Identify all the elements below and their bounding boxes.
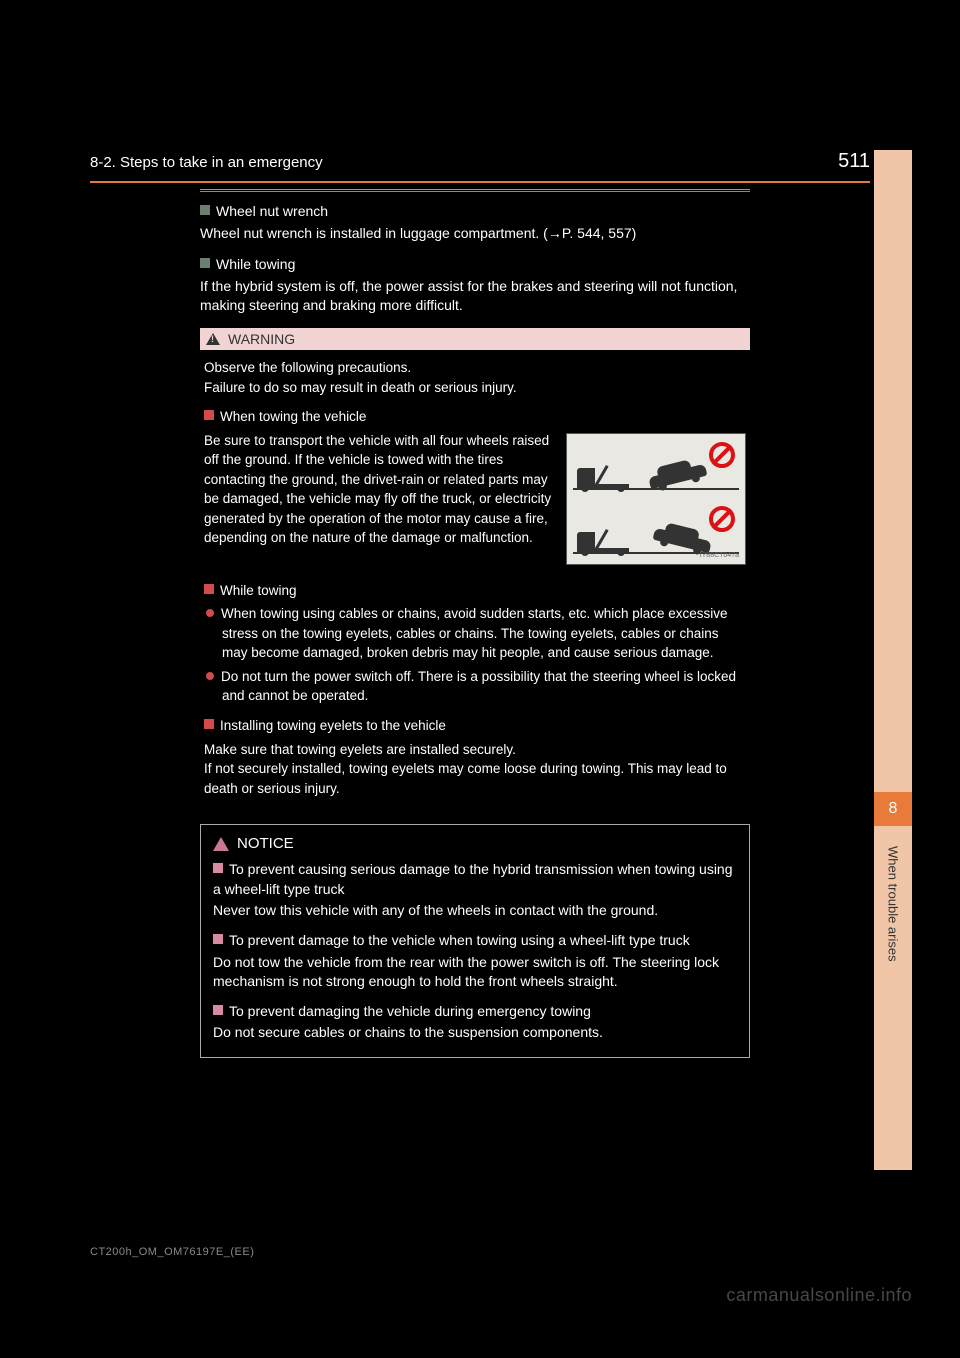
warning-triangle-icon xyxy=(206,333,220,345)
square-bullet-pink-icon xyxy=(213,1005,223,1015)
warning-section: Installing towing eyelets to the vehicle… xyxy=(204,716,746,798)
notice-label: NOTICE xyxy=(237,835,294,852)
info-title: While towing xyxy=(216,256,295,272)
figure-label: IY88CT047a xyxy=(700,551,739,561)
header-rule xyxy=(90,181,870,183)
bullet-text: Do not turn the power switch off. There … xyxy=(221,669,736,704)
side-chapter-number: 8 xyxy=(889,800,898,818)
page-number: 511 xyxy=(838,150,870,173)
section-path: 8-2. Steps to take in an emergency xyxy=(90,154,323,171)
side-chapter-label: When trouble arises xyxy=(886,846,901,962)
main-content: Wheel nut wrench Wheel nut wrench is ins… xyxy=(200,189,750,1058)
notice-item-title: To prevent damaging the vehicle during e… xyxy=(229,1003,591,1019)
notice-item: To prevent damage to the vehicle when to… xyxy=(213,931,737,992)
warning-section-title: When towing the vehicle xyxy=(220,409,366,424)
square-bullet-red-icon xyxy=(204,584,214,594)
notice-header: NOTICE xyxy=(213,835,737,852)
warning-bullet: Do not turn the power switch off. There … xyxy=(222,667,746,706)
warning-intro: Observe the following precautions. Failu… xyxy=(204,358,746,397)
notice-item-body: Never tow this vehicle with any of the w… xyxy=(213,901,737,921)
dot-bullet-icon xyxy=(206,672,214,680)
square-bullet-icon xyxy=(200,205,210,215)
warning-section-title: While towing xyxy=(220,583,297,598)
warning-header: WARNING xyxy=(200,328,750,350)
warning-section: While towing When towing using cables or… xyxy=(204,581,746,706)
towing-figure: IY88CT047a xyxy=(566,433,746,565)
notice-item-body: Do not secure cables or chains to the su… xyxy=(213,1023,737,1043)
warning-section-title: Installing towing eyelets to the vehicle xyxy=(220,718,446,733)
square-bullet-pink-icon xyxy=(213,863,223,873)
square-bullet-red-icon xyxy=(204,410,214,420)
page-header: 8-2. Steps to take in an emergency 511 xyxy=(90,150,870,173)
info-title: Wheel nut wrench xyxy=(216,203,328,219)
warning-body: Observe the following precautions. Failu… xyxy=(200,358,750,806)
watermark-text: carmanualsonline.info xyxy=(726,1285,912,1306)
side-chapter-label-container: When trouble arises xyxy=(874,836,912,1036)
notice-item-body: Do not tow the vehicle from the rear wit… xyxy=(213,953,737,992)
notice-triangle-icon xyxy=(213,837,229,851)
square-bullet-icon xyxy=(200,258,210,268)
info-body: Wheel nut wrench is installed in luggage… xyxy=(200,224,750,244)
bullet-text: When towing using cables or chains, avoi… xyxy=(221,606,728,660)
warning-bullet: When towing using cables or chains, avoi… xyxy=(222,604,746,663)
warning-section: When towing the vehicle xyxy=(204,407,746,571)
warning-section-body: Make sure that towing eyelets are instal… xyxy=(204,740,746,799)
warning-label: WARNING xyxy=(228,331,295,347)
square-bullet-red-icon xyxy=(204,719,214,729)
notice-item-title: To prevent damage to the vehicle when to… xyxy=(229,932,690,948)
footer-code: CT200h_OM_OM76197E_(EE) xyxy=(90,1246,254,1258)
dot-bullet-icon xyxy=(206,609,214,617)
prohibit-icon xyxy=(709,442,735,468)
prohibit-icon xyxy=(709,506,735,532)
square-bullet-pink-icon xyxy=(213,934,223,944)
side-chapter-badge: 8 xyxy=(874,792,912,826)
double-rule xyxy=(200,189,750,192)
info-body: If the hybrid system is off, the power a… xyxy=(200,277,750,316)
notice-box: NOTICE To prevent causing serious damage… xyxy=(200,824,750,1058)
notice-item-title: To prevent causing serious damage to the… xyxy=(213,861,733,897)
notice-item: To prevent causing serious damage to the… xyxy=(213,860,737,921)
info-item: While towing If the hybrid system is off… xyxy=(200,255,750,316)
info-item: Wheel nut wrench Wheel nut wrench is ins… xyxy=(200,202,750,243)
notice-body: To prevent causing serious damage to the… xyxy=(213,860,737,1043)
notice-item: To prevent damaging the vehicle during e… xyxy=(213,1002,737,1043)
page-content: 8-2. Steps to take in an emergency 511 W… xyxy=(90,150,870,1058)
